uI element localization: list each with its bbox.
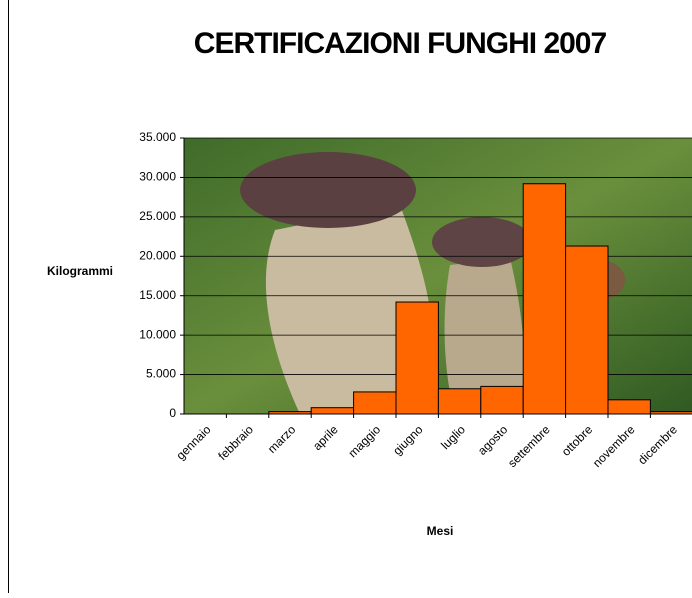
y-tick-label: 10.000 xyxy=(139,327,176,341)
bar xyxy=(396,302,438,414)
bar xyxy=(311,408,353,414)
x-axis-label: Mesi xyxy=(427,524,454,538)
bar xyxy=(523,184,565,414)
bar xyxy=(608,400,650,414)
y-tick-label: 5.000 xyxy=(146,367,176,381)
x-tick-label: gennaio xyxy=(173,422,213,462)
x-tick-label: aprile xyxy=(310,422,341,453)
bar xyxy=(481,386,523,414)
x-tick-label: febbraio xyxy=(215,422,256,463)
chart: CERTIFICAZIONI FUNGHI 2007 Kilogrammi Me… xyxy=(0,0,692,593)
page: {"chart_data": {"type": "bar", "title": … xyxy=(0,0,692,593)
x-tick-label: maggio xyxy=(345,422,383,460)
y-tick-label: 20.000 xyxy=(139,248,176,262)
y-tick-label: 35.000 xyxy=(139,130,176,144)
y-tick-label: 0 xyxy=(169,406,176,420)
y-tick-label: 15.000 xyxy=(139,288,176,302)
x-tick-label: marzo xyxy=(265,422,299,456)
y-tick-label: 25.000 xyxy=(139,209,176,223)
bar xyxy=(566,246,608,414)
y-axis-label: Kilogrammi xyxy=(47,264,113,278)
chart-title: CERTIFICAZIONI FUNGHI 2007 xyxy=(194,27,607,60)
x-tick-label: luglio xyxy=(438,422,468,452)
x-tick-label: dicembre xyxy=(635,422,680,467)
x-tick-label: agosto xyxy=(475,422,511,458)
x-tick-label: settembre xyxy=(505,422,553,470)
x-tick-label: ottobre xyxy=(559,422,596,459)
x-tick-label: novembre xyxy=(590,422,638,470)
x-tick-label: giugno xyxy=(390,422,426,458)
bar xyxy=(438,389,480,414)
y-tick-label: 30.000 xyxy=(139,170,176,184)
bar xyxy=(354,392,396,414)
